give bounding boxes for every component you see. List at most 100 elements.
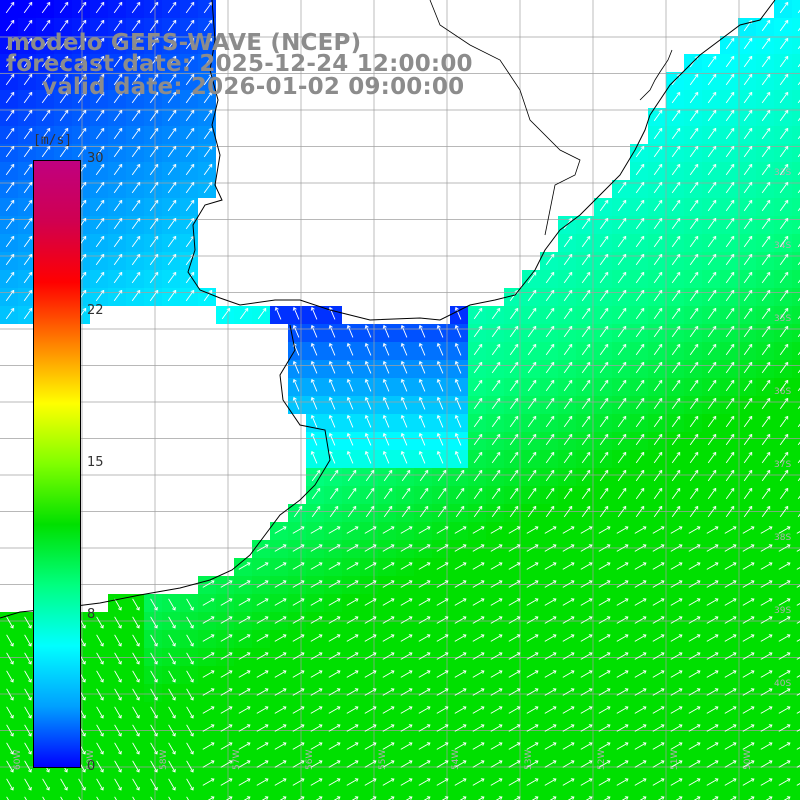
wind-arrow — [760, 706, 773, 714]
wind-arrow — [220, 706, 233, 714]
wind-arrow — [203, 110, 213, 122]
wind-arrow-head — [768, 652, 773, 656]
wind-arrow-head — [400, 360, 405, 365]
wind-arrow-head — [768, 688, 773, 692]
wind-arrow — [472, 580, 485, 588]
wind-arrow-head — [748, 109, 753, 114]
wind-arrow-head — [786, 580, 791, 584]
wind-arrow-head — [10, 624, 14, 629]
wind-arrow — [761, 290, 771, 302]
wind-arrow-head — [10, 660, 14, 665]
wind-arrow — [689, 218, 699, 230]
wind-arrow-head — [364, 378, 369, 383]
wind-arrow — [635, 452, 645, 464]
wind-arrow — [95, 92, 105, 104]
wind-arrow-head — [118, 127, 123, 132]
wind-arrow-head — [642, 616, 647, 620]
wind-arrow — [383, 488, 393, 500]
wind-arrow — [364, 634, 377, 642]
wind-arrow-head — [766, 91, 771, 96]
wind-arrow — [274, 580, 287, 588]
wind-arrow — [617, 236, 627, 248]
wind-arrow-head — [552, 634, 557, 638]
wind-arrow-head — [118, 624, 122, 629]
wind-arrow — [508, 616, 521, 624]
wind-arrow — [437, 470, 447, 482]
wind-arrow — [185, 92, 195, 104]
wind-arrow-head — [786, 544, 791, 548]
wind-arrow — [6, 706, 14, 719]
wind-arrow — [797, 243, 800, 248]
wind-arrow-head — [588, 562, 593, 566]
wind-arrow-head — [696, 796, 701, 800]
wind-arrow — [652, 634, 665, 642]
wind-arrow-head — [730, 235, 735, 240]
wind-arrow — [760, 544, 773, 552]
wind-arrow-head — [640, 505, 645, 510]
wind-arrow — [634, 778, 647, 786]
wind-arrow — [293, 361, 300, 374]
wind-arrow-head — [28, 235, 33, 240]
wind-arrow — [382, 706, 395, 714]
wind-arrow — [617, 218, 627, 230]
wind-arrow-head — [372, 598, 377, 602]
wind-arrow — [365, 343, 372, 356]
longitude-label: 54W — [451, 750, 461, 770]
wind-arrow-head — [766, 325, 771, 330]
wind-arrow-head — [264, 724, 269, 728]
wind-arrow-head — [696, 742, 701, 746]
wind-arrow — [508, 580, 521, 588]
wind-arrow-head — [426, 634, 431, 638]
wind-arrow — [653, 110, 663, 122]
wind-arrow-head — [766, 487, 771, 492]
wind-arrow-head — [154, 217, 159, 222]
wind-arrow-head — [282, 742, 287, 746]
wind-arrow — [167, 74, 177, 86]
wind-arrow-head — [534, 778, 539, 782]
wind-arrow-head — [786, 634, 791, 638]
wind-arrow-head — [570, 562, 575, 566]
wind-arrow — [761, 146, 771, 158]
wind-arrow-head — [28, 145, 33, 150]
wind-arrow — [671, 272, 681, 284]
wind-arrow — [688, 544, 701, 552]
coastline-path — [0, 324, 331, 619]
wind-arrow-head — [210, 760, 215, 764]
wind-arrow-head — [604, 343, 609, 348]
wind-arrow — [545, 506, 555, 518]
wind-arrow — [473, 488, 483, 500]
wind-arrow — [562, 526, 575, 534]
wind-arrow — [5, 38, 15, 50]
wind-arrow-head — [336, 562, 341, 566]
wind-arrow — [221, 308, 231, 320]
wind-arrow — [5, 182, 15, 194]
wind-arrow — [616, 562, 629, 570]
wind-arrow — [202, 580, 215, 588]
wind-arrow — [675, 796, 683, 800]
wind-arrow-head — [328, 342, 333, 347]
wind-arrow-head — [316, 505, 321, 510]
wind-arrow-head — [228, 778, 233, 782]
wind-arrow-head — [676, 325, 681, 330]
wind-arrow — [168, 742, 176, 755]
wind-arrow — [274, 742, 287, 750]
wind-arrow-head — [246, 796, 251, 800]
wind-arrow — [743, 344, 753, 356]
wind-arrow-head — [274, 306, 279, 311]
wind-arrow — [635, 182, 645, 194]
wind-arrow-head — [694, 91, 699, 96]
wind-arrow-head — [436, 360, 441, 365]
wind-arrow-head — [658, 307, 663, 312]
wind-arrow — [724, 526, 737, 534]
wind-arrow — [203, 38, 213, 50]
wind-arrow — [351, 796, 359, 800]
wind-arrow — [41, 74, 51, 86]
wind-arrow-head — [82, 786, 86, 791]
wind-arrow — [132, 778, 140, 791]
wind-arrow-head — [712, 271, 717, 276]
wind-arrow-head — [714, 796, 719, 800]
wind-arrow-head — [118, 678, 122, 683]
wind-arrow — [653, 326, 663, 338]
wind-arrow — [725, 470, 735, 482]
wind-arrow-head — [678, 760, 683, 764]
